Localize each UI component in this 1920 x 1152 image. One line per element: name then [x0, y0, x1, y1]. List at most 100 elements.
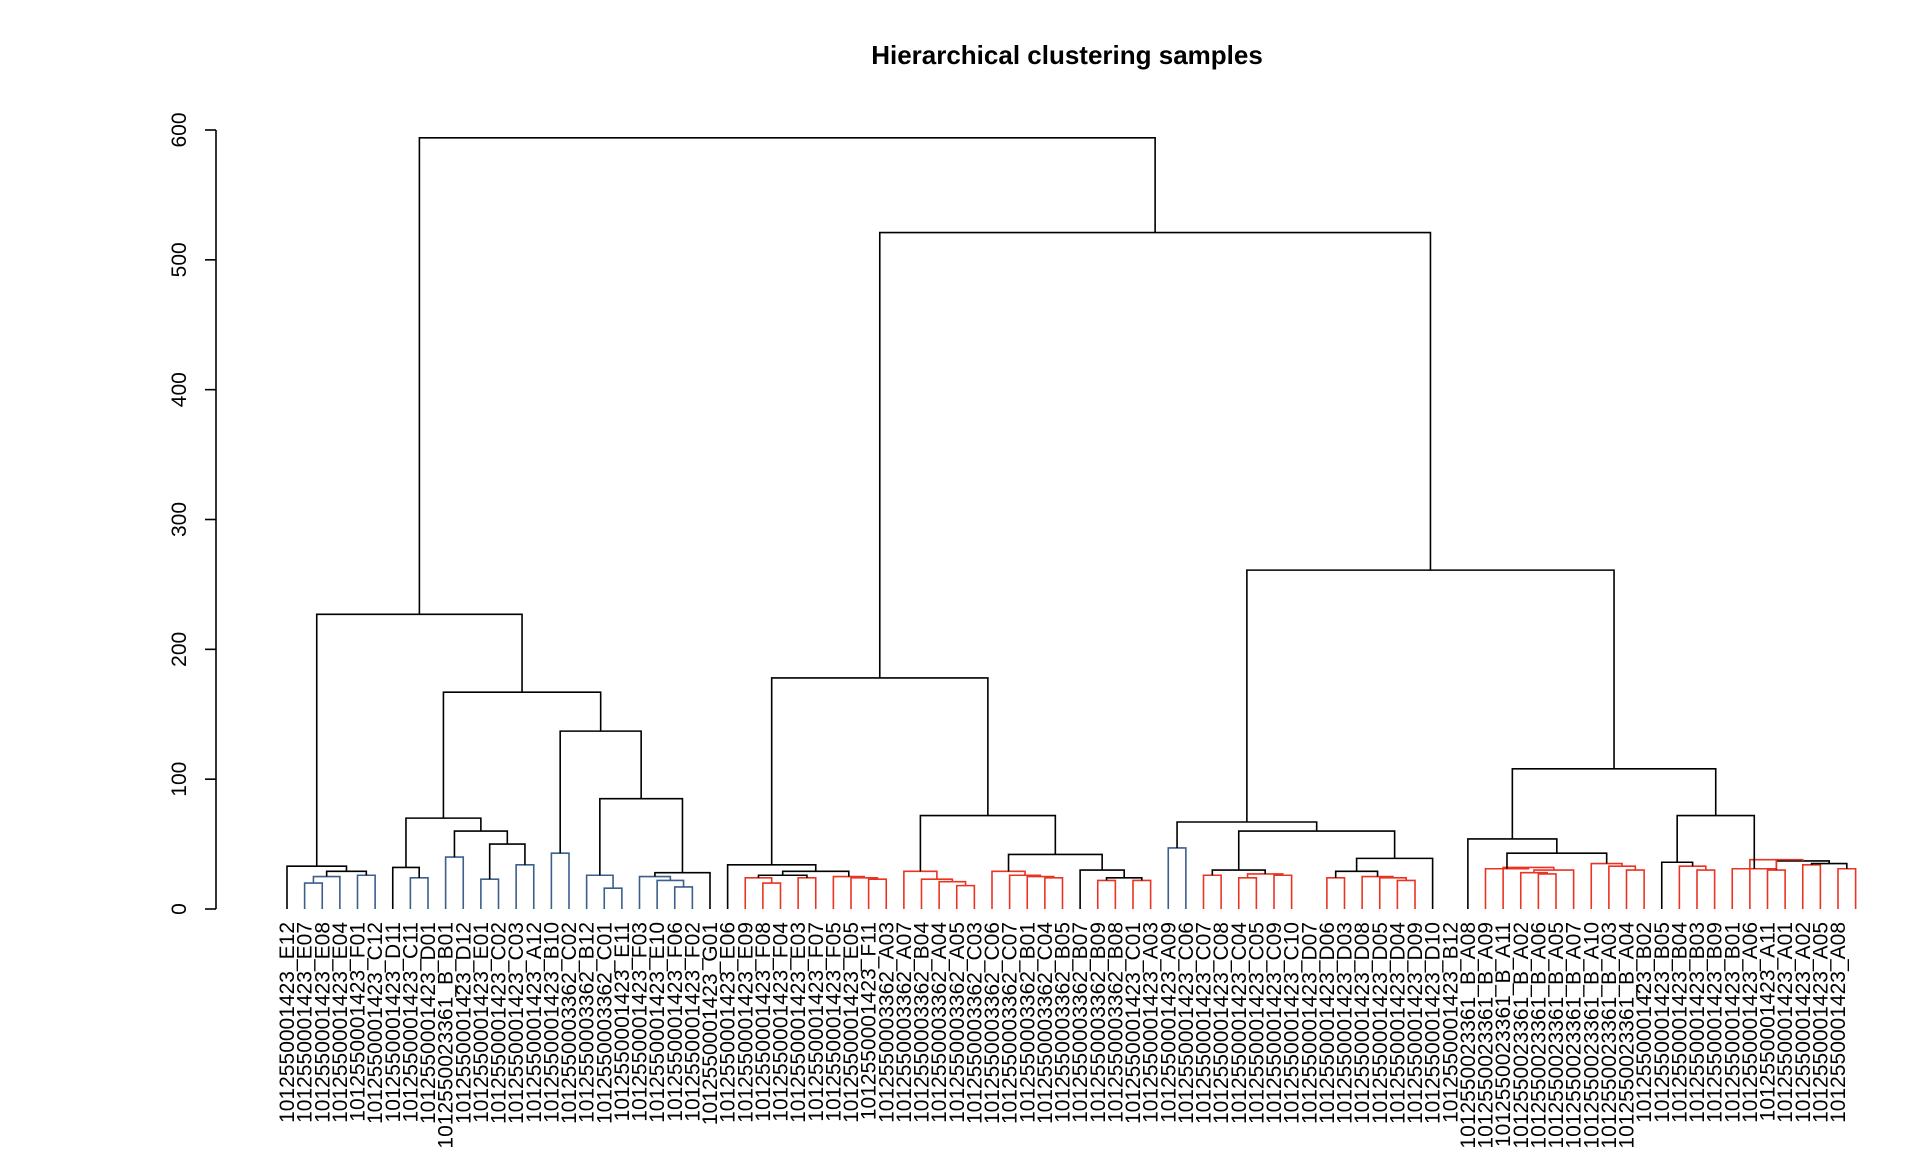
- dendrogram-branch: [1533, 869, 1575, 909]
- leaf-label: 1012550001423_A09: [1157, 922, 1180, 1123]
- y-tick-label: 0: [168, 903, 191, 915]
- leaf-label: 1012550001423_D07: [1298, 922, 1321, 1124]
- leaf-label: 1012550001423_C06: [1175, 922, 1198, 1124]
- leaf-label: 1012550023361_B_A08: [1457, 922, 1480, 1149]
- leaf-label: 1012550001423_E12: [276, 922, 299, 1123]
- dendrogram-branch: [1506, 852, 1608, 869]
- leaf-label: 1012550003362_B05: [1052, 922, 1075, 1123]
- leaf-label: 1012550023361_B_A02: [1510, 922, 1533, 1149]
- leaf-label: 1012550001423_E01: [470, 922, 493, 1123]
- dendrogram-branch: [480, 878, 500, 909]
- leaf-label: 1012550023361_B_A10: [1580, 922, 1603, 1149]
- y-tick-label: 500: [168, 242, 191, 277]
- dendrogram-branch: [1246, 569, 1615, 823]
- dendrogram-branch: [638, 875, 672, 909]
- dendrogram-branch: [1801, 864, 1822, 909]
- dendrogram-branch: [797, 877, 817, 909]
- leaf-label: 1012550001423_F11: [858, 922, 881, 1120]
- leaf-label: 1012550003362_C07: [999, 922, 1022, 1124]
- y-tick-label: 400: [168, 372, 191, 407]
- dendrogram-branch: [1511, 767, 1717, 839]
- leaf-label: 1012550001423_C04: [1228, 922, 1251, 1124]
- leaf-label: 1012550001423_B01: [1721, 922, 1744, 1123]
- leaf-label: 1012550023361_B_A04: [1616, 922, 1639, 1149]
- dendrogram-branch: [303, 882, 324, 909]
- leaf-label: 1012550001423_A02: [1792, 922, 1815, 1123]
- chart-title: Hierarchical clustering samples: [871, 40, 1263, 70]
- leaf-label: 1012550001423_A11: [1757, 922, 1780, 1121]
- dendrogram-branch: [286, 865, 348, 909]
- leaf-label: 1012550001423_D11: [382, 922, 405, 1122]
- leaf-label: 1012550003362_A03: [875, 922, 898, 1123]
- leaf-label: 1012550001423_A08: [1827, 922, 1850, 1123]
- dendrogram-branch: [1749, 858, 1804, 909]
- dendrogram-branch: [1731, 859, 1778, 909]
- leaf-label: 1012550001423_E07: [294, 922, 317, 1123]
- leaf-label: 1012550001423_B04: [1668, 922, 1691, 1123]
- dendrogram-branch: [1007, 853, 1103, 872]
- leaf-label: 1012550023361_B_A05: [1545, 922, 1568, 1149]
- leaf-label: 1012550001423_D03: [1334, 922, 1357, 1124]
- dendrogram-branch: [488, 843, 526, 880]
- dendrogram-branch: [1378, 877, 1407, 909]
- dendrogram-branch: [673, 886, 694, 909]
- leaf-label: 1012550001423_D04: [1386, 922, 1409, 1124]
- leaf-label: 1012550001423_C02: [488, 922, 511, 1124]
- leaf-label: 1012550001423_B05: [1651, 922, 1674, 1123]
- leaf-label: 1012550001423_C09: [1263, 922, 1286, 1124]
- leaf-label: 1012550003362_C06: [981, 922, 1004, 1124]
- dendrogram-branch: [1008, 874, 1042, 909]
- dendrogram-branch: [585, 874, 614, 909]
- leaf-label: 1012550003362_B01: [1016, 922, 1039, 1123]
- dendrogram-branch: [1167, 847, 1187, 909]
- dendrogram-branch: [559, 730, 642, 854]
- leaf-label: 1012550001423_C01: [1122, 922, 1145, 1124]
- dendrogram-branch: [656, 879, 685, 909]
- dendrogram-branch: [312, 875, 341, 909]
- dendrogram-branch: [1355, 857, 1434, 909]
- dendrogram-branch: [1079, 869, 1125, 909]
- leaf-label: 1012550001423_C05: [1245, 922, 1268, 1124]
- dendrogram-branch: [1026, 875, 1055, 909]
- leaf-label: 1012550001423_E10: [646, 922, 669, 1123]
- dendrogram-branch: [1237, 877, 1258, 909]
- leaf-label: 1012550003362_B08: [1104, 922, 1127, 1123]
- dendrogram-branch: [1590, 862, 1623, 909]
- dendrogram-branch: [515, 864, 535, 909]
- leaf-label: 1012550023361_B_A09: [1475, 922, 1498, 1149]
- leaf-label: 1012550003362_A05: [946, 922, 969, 1123]
- leaf-label: 1012550003362_C01: [593, 922, 616, 1124]
- leaf-label: 1012550001423_E08: [311, 922, 334, 1123]
- leaf-label: 1012550001423_C12: [364, 922, 387, 1124]
- dendrogram-branch: [550, 852, 570, 909]
- y-tick-label: 300: [168, 502, 191, 537]
- dendrogram-branch: [391, 866, 420, 909]
- dendrogram-branch: [356, 874, 376, 909]
- leaf-label: 1012550001423_F07: [805, 922, 828, 1122]
- leaf-label: 1012550001423_G01: [699, 922, 722, 1125]
- leaf-label: 1012550003362_B07: [1069, 922, 1092, 1123]
- y-tick-label: 200: [168, 632, 191, 667]
- leaf-label: 1012550003362_C03: [963, 922, 986, 1124]
- dendrogram-branch: [654, 871, 711, 909]
- dendrogram-branch: [1044, 877, 1064, 909]
- leaf-label: 1012550001423_A12: [523, 922, 546, 1123]
- dendrogram-branch: [1537, 873, 1557, 909]
- dendrogram-tree: [286, 136, 1857, 909]
- dendrogram-branch: [1519, 871, 1548, 909]
- leaf-label: 1012550001423_C11: [399, 922, 422, 1122]
- dendrogram-branch: [599, 797, 684, 876]
- leaf-label: 1012550001423_E04: [329, 922, 352, 1123]
- dendrogram-branch: [919, 814, 1057, 872]
- leaf-label: 1012550003362_A04: [928, 922, 951, 1123]
- leaf-label: 1012550001423_D06: [1316, 922, 1339, 1124]
- dendrogram-branch: [1696, 869, 1716, 909]
- dendrogram-branch: [1660, 861, 1694, 909]
- leaf-label: 1012550001423_D08: [1351, 922, 1374, 1124]
- leaf-label: 1012550001423_B02: [1633, 922, 1656, 1123]
- leaf-label: 1012550001423_A06: [1739, 922, 1762, 1123]
- leaf-label: 1012550023361_B_A06: [1527, 922, 1550, 1149]
- leaf-label: 1012550001423_F05: [822, 922, 845, 1122]
- leaf-label: 1012550003362_C04: [1034, 922, 1057, 1124]
